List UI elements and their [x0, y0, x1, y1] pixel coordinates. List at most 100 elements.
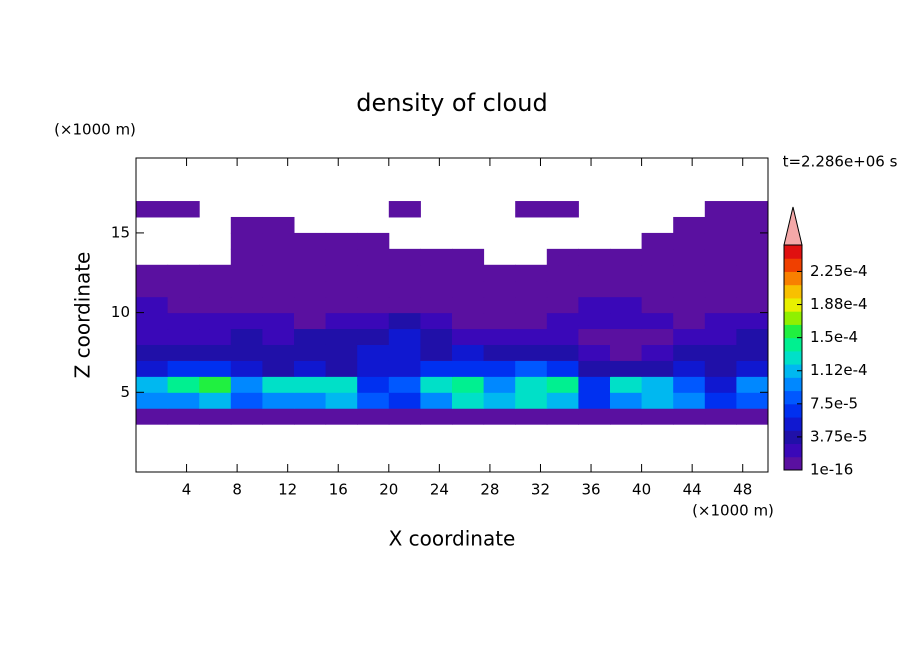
- colorbar-band: [784, 364, 802, 378]
- x-tick-label: 8: [232, 481, 242, 499]
- cell: [262, 216, 295, 234]
- colorbar-extension: [783, 206, 803, 246]
- cell: [388, 201, 421, 218]
- cell: [262, 264, 295, 282]
- cell: [294, 360, 327, 377]
- cell: [704, 216, 737, 234]
- cell: [136, 280, 169, 298]
- cell: [325, 248, 358, 266]
- cell: [673, 296, 706, 314]
- cell: [262, 344, 295, 361]
- cell: [388, 312, 421, 330]
- cell: [325, 264, 358, 282]
- cell: [736, 248, 769, 266]
- cell: [736, 232, 769, 250]
- cell: [736, 312, 769, 330]
- colorbar-band: [784, 284, 802, 299]
- cell: [452, 376, 485, 393]
- x-tick-label: 48: [733, 481, 752, 499]
- cell: [199, 328, 232, 345]
- cell: [610, 296, 643, 314]
- cell: [294, 280, 327, 298]
- cell: [452, 408, 485, 425]
- cell: [325, 376, 358, 393]
- cell: [388, 344, 421, 361]
- cell: [199, 280, 232, 298]
- cell: [294, 344, 327, 361]
- cell: [610, 392, 643, 409]
- cell: [388, 360, 421, 377]
- cell: [515, 296, 548, 314]
- cell: [673, 264, 706, 282]
- cell: [294, 312, 327, 330]
- colorbar-tick-label: 1e-16: [810, 461, 853, 479]
- cell: [167, 360, 200, 377]
- x-tick-label: 24: [430, 481, 449, 499]
- x-tick-label: 16: [329, 481, 348, 499]
- cell: [546, 376, 579, 393]
- cell: [515, 344, 548, 361]
- cell: [704, 376, 737, 393]
- cell: [167, 296, 200, 314]
- time-label: t=2.286e+06 s: [783, 153, 898, 171]
- cell: [167, 312, 200, 330]
- cell: [230, 376, 263, 393]
- cell: [136, 344, 169, 361]
- cell: [452, 280, 485, 298]
- cell: [610, 312, 643, 330]
- colorbar-band: [784, 390, 802, 405]
- cell: [546, 264, 579, 282]
- cell: [483, 296, 516, 314]
- cell: [388, 280, 421, 298]
- cell: [294, 264, 327, 282]
- colorbar-tick-label: 7.5e-5: [810, 394, 858, 412]
- cell: [452, 328, 485, 345]
- cell: [262, 360, 295, 377]
- cell: [578, 408, 611, 425]
- cell: [546, 344, 579, 361]
- cell: [420, 328, 453, 345]
- cell: [610, 408, 643, 425]
- colorbar-band: [784, 417, 802, 431]
- colorbar-band: [784, 456, 802, 471]
- cell: [546, 392, 579, 409]
- cell: [452, 360, 485, 377]
- cell: [641, 296, 674, 314]
- x-tick-label: 44: [683, 481, 702, 499]
- cell: [136, 201, 169, 218]
- cell: [325, 280, 358, 298]
- cell: [262, 312, 295, 330]
- cell: [420, 280, 453, 298]
- colorbar-band: [784, 311, 802, 325]
- colorbar-tick-label: 1.88e-4: [810, 295, 868, 313]
- cell: [704, 328, 737, 345]
- cell: [262, 280, 295, 298]
- cell: [452, 344, 485, 361]
- cell: [610, 248, 643, 266]
- cell: [136, 264, 169, 282]
- cell: [736, 328, 769, 345]
- y-tick-label: 15: [111, 223, 130, 241]
- cell: [388, 264, 421, 282]
- cell: [736, 280, 769, 298]
- cell: [357, 392, 390, 409]
- cell: [420, 248, 453, 266]
- cell: [546, 408, 579, 425]
- cell: [136, 376, 169, 393]
- cell: [704, 264, 737, 282]
- cell: [420, 360, 453, 377]
- cell: [325, 392, 358, 409]
- cell: [167, 344, 200, 361]
- cell: [673, 280, 706, 298]
- cell: [578, 296, 611, 314]
- cell: [325, 408, 358, 425]
- colorbar-band: [784, 443, 802, 458]
- cell: [167, 376, 200, 393]
- cell: [262, 296, 295, 314]
- cell: [357, 264, 390, 282]
- cell: [736, 216, 769, 234]
- colorbar-frame: [783, 244, 803, 471]
- cell: [325, 296, 358, 314]
- cell: [673, 344, 706, 361]
- cell: [704, 360, 737, 377]
